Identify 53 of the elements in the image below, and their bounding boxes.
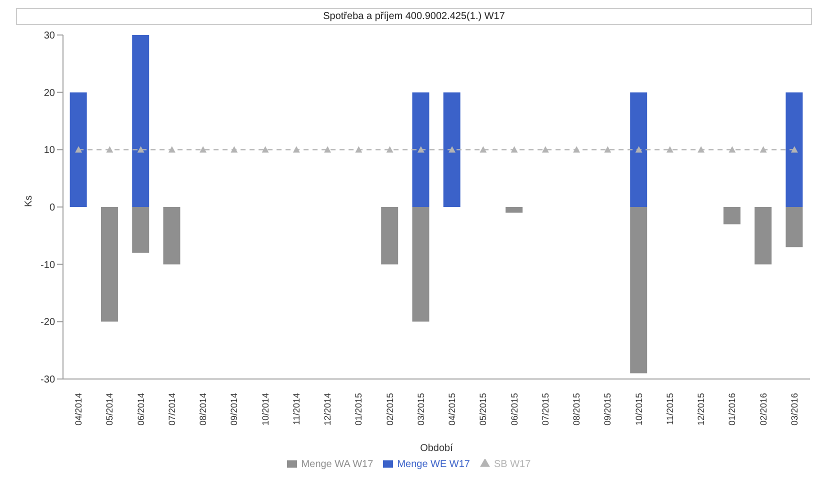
bar xyxy=(163,207,180,264)
x-tick-label: 02/2016 xyxy=(758,393,768,426)
x-tick-label: 03/2015 xyxy=(416,393,426,426)
bar xyxy=(630,92,648,207)
bar xyxy=(70,92,87,207)
x-tick-label: 10/2015 xyxy=(634,393,644,426)
bar xyxy=(412,92,430,207)
x-tick-label: 09/2014 xyxy=(229,393,240,426)
legend-label: Menge WA W17 xyxy=(301,459,374,470)
bar xyxy=(132,35,150,207)
bar xyxy=(754,207,772,264)
bar xyxy=(630,207,648,374)
y-tick-label: -20 xyxy=(40,317,56,328)
legend-label: Menge WE W17 xyxy=(397,459,470,470)
x-tick-label: 09/2015 xyxy=(602,393,613,426)
x-tick-label: 12/2015 xyxy=(696,393,706,426)
bar xyxy=(412,207,430,322)
x-tick-label: 04/2015 xyxy=(447,393,458,426)
bar xyxy=(132,207,150,253)
bar xyxy=(723,207,740,224)
chart-title: Spotřeba a příjem 400.9002.425(1.) W17 xyxy=(16,8,812,25)
bar xyxy=(443,92,460,207)
x-tick-label: 02/2015 xyxy=(384,393,395,426)
y-tick-label: -10 xyxy=(40,260,56,271)
bar xyxy=(381,207,398,264)
x-tick-label: 01/2016 xyxy=(727,393,738,426)
bar xyxy=(786,92,803,207)
x-tick-label: 11/2014 xyxy=(291,393,302,425)
x-tick-label: 06/2014 xyxy=(136,393,146,426)
x-tick-label: 08/2014 xyxy=(198,393,208,426)
x-tick-label: 01/2015 xyxy=(354,393,364,426)
x-tick-label: 04/2014 xyxy=(74,393,84,426)
y-tick-label: 10 xyxy=(44,145,56,156)
x-tick-label: 06/2015 xyxy=(509,393,520,426)
y-tick-label: -30 xyxy=(40,374,56,386)
x-axis-title: Období xyxy=(420,443,454,454)
y-tick-label: 0 xyxy=(49,202,56,214)
x-tick-label: 07/2015 xyxy=(540,393,550,426)
bar xyxy=(786,207,803,248)
y-tick-label: 20 xyxy=(44,88,56,99)
x-tick-label: 03/2016 xyxy=(789,393,800,426)
x-tick-label: 11/2015 xyxy=(664,393,675,425)
x-tick-label: 10/2014 xyxy=(260,393,270,426)
bar xyxy=(506,207,523,213)
x-tick-label: 07/2014 xyxy=(166,393,177,426)
x-tick-label: 05/2015 xyxy=(478,393,488,426)
legend-label: SB W17 xyxy=(494,459,531,470)
y-axis-title: Ks xyxy=(24,195,35,207)
x-tick-label: 05/2014 xyxy=(104,393,115,426)
x-tick-label: 08/2015 xyxy=(572,393,582,426)
bar xyxy=(100,207,118,322)
y-tick-label: 30 xyxy=(44,30,56,42)
x-tick-label: 12/2014 xyxy=(322,393,333,426)
